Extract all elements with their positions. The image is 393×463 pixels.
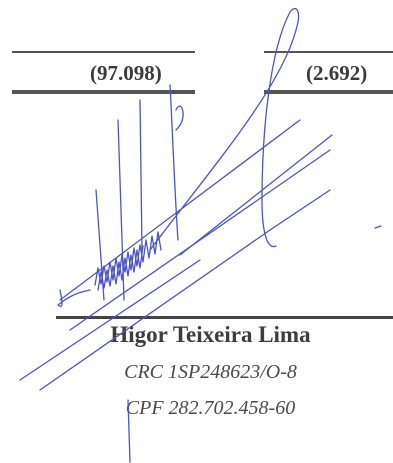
top-rule-left [12, 51, 195, 53]
value-col2: (2.692) [306, 61, 368, 85]
signatory-name: Higor Teixeira Lima [110, 322, 311, 347]
value-col1: (97.098) [90, 61, 162, 85]
signature-line [56, 316, 393, 319]
total-rule-left [12, 90, 195, 94]
signatory-cpf: CPF 282.702.458-60 [125, 397, 296, 419]
signatory-crc: CRC 1SP248623/O-8 [124, 361, 297, 383]
top-rule-right [264, 51, 393, 53]
total-rule-right [264, 90, 393, 94]
